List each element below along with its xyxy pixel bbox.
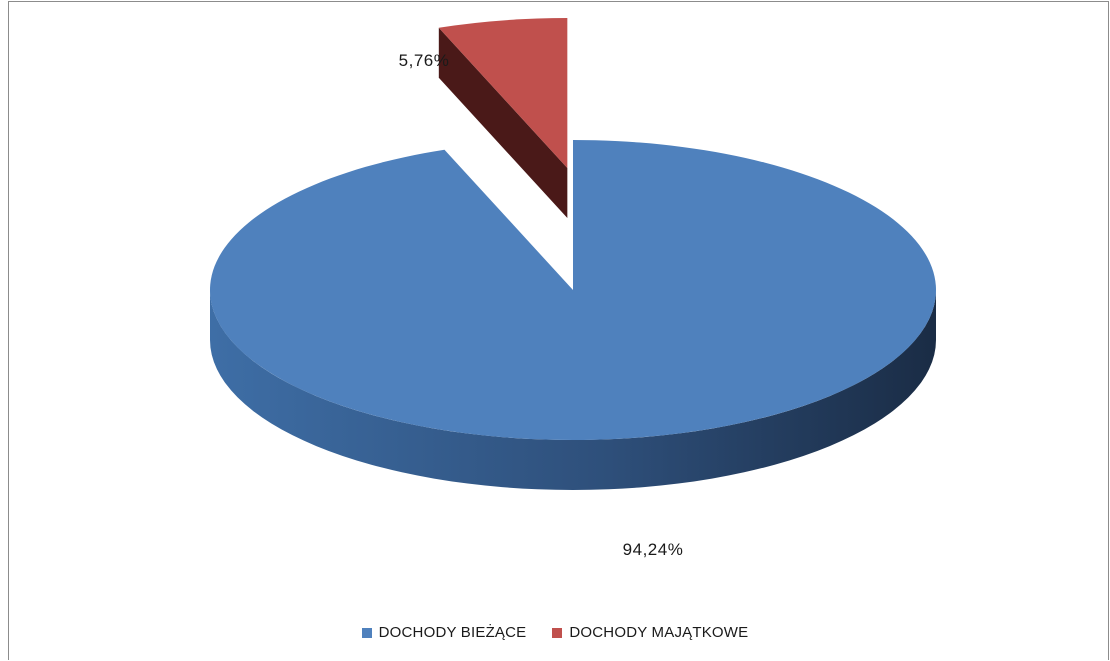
- legend-label-biezace: DOCHODY BIEŻĄCE: [378, 624, 527, 641]
- legend-swatch-biezace: [361, 627, 372, 638]
- legend-swatch-majatkowe: [552, 627, 563, 638]
- legend-label-majatkowe: DOCHODY MAJĄTKOWE: [569, 624, 749, 641]
- pie-slice-biezace: [210, 140, 936, 440]
- legend-item-biezace: DOCHODY BIEŻĄCE: [361, 624, 527, 641]
- legend: DOCHODY BIEŻĄCE DOCHODY MAJĄTKOWE: [0, 624, 1110, 641]
- legend-item-majatkowe: DOCHODY MAJĄTKOWE: [552, 624, 748, 641]
- data-label-biezace: 94,24%: [623, 540, 684, 559]
- data-label-majatkowe: 5,76%: [399, 51, 450, 70]
- pie-cut-majatkowe: [438, 27, 568, 219]
- pie-slice-majatkowe: [438, 18, 568, 169]
- pie-side-biezace: [210, 290, 936, 490]
